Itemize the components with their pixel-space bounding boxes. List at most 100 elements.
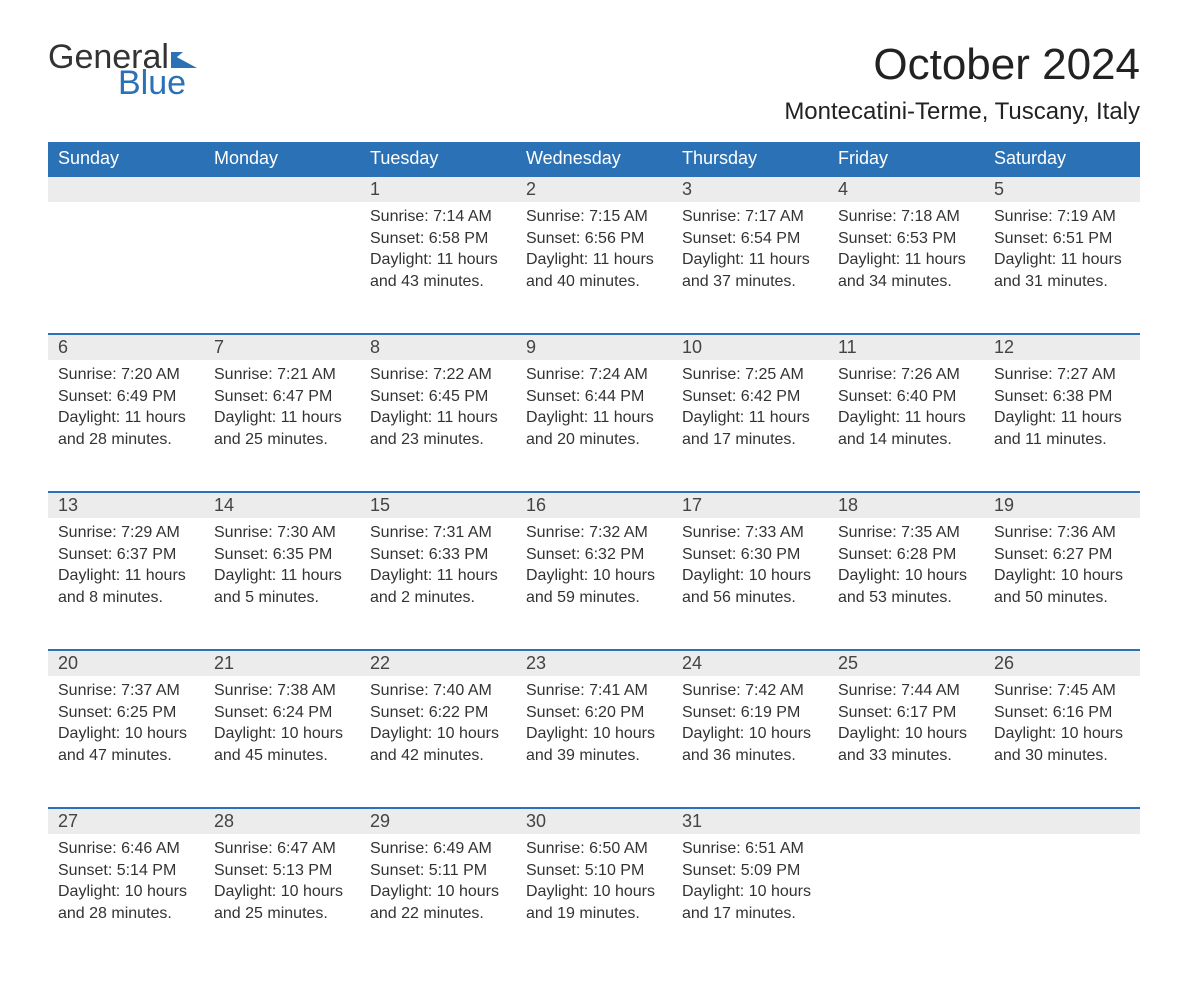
- day-cell: Sunrise: 7:27 AMSunset: 6:38 PMDaylight:…: [984, 360, 1140, 492]
- day-number: 2: [516, 176, 672, 202]
- day-number: 12: [984, 334, 1140, 360]
- day-number: 25: [828, 650, 984, 676]
- day-cell: Sunrise: 6:50 AMSunset: 5:10 PMDaylight:…: [516, 834, 672, 966]
- day-line: Sunrise: 7:17 AM: [682, 206, 818, 228]
- day-cell: Sunrise: 7:45 AMSunset: 6:16 PMDaylight:…: [984, 676, 1140, 808]
- day-line: Sunrise: 7:40 AM: [370, 680, 506, 702]
- empty-cell: [828, 834, 984, 966]
- day-line: Sunset: 6:33 PM: [370, 544, 506, 566]
- day-line: Sunrise: 7:35 AM: [838, 522, 974, 544]
- day-line: Sunset: 6:25 PM: [58, 702, 194, 724]
- day-number: 17: [672, 492, 828, 518]
- empty-cell: [828, 808, 984, 834]
- day-cell: Sunrise: 7:42 AMSunset: 6:19 PMDaylight:…: [672, 676, 828, 808]
- day-line: Sunset: 6:44 PM: [526, 386, 662, 408]
- day-line: Sunrise: 7:45 AM: [994, 680, 1130, 702]
- day-cell: Sunrise: 7:20 AMSunset: 6:49 PMDaylight:…: [48, 360, 204, 492]
- day-line: Sunrise: 7:42 AM: [682, 680, 818, 702]
- day-number: 23: [516, 650, 672, 676]
- day-number: 16: [516, 492, 672, 518]
- day-cell: Sunrise: 7:35 AMSunset: 6:28 PMDaylight:…: [828, 518, 984, 650]
- day-line: Sunset: 6:20 PM: [526, 702, 662, 724]
- weekday-header: Monday: [204, 142, 360, 176]
- day-number: 26: [984, 650, 1140, 676]
- day-line: Sunrise: 6:49 AM: [370, 838, 506, 860]
- day-line: Sunset: 6:49 PM: [58, 386, 194, 408]
- day-line: Daylight: 11 hours and 14 minutes.: [838, 407, 974, 450]
- day-line: Daylight: 11 hours and 8 minutes.: [58, 565, 194, 608]
- day-cell: Sunrise: 7:15 AMSunset: 6:56 PMDaylight:…: [516, 202, 672, 334]
- day-number: 19: [984, 492, 1140, 518]
- weekday-header: Thursday: [672, 142, 828, 176]
- empty-cell: [984, 834, 1140, 966]
- day-cell: Sunrise: 7:17 AMSunset: 6:54 PMDaylight:…: [672, 202, 828, 334]
- day-line: Sunset: 6:35 PM: [214, 544, 350, 566]
- day-line: Sunset: 6:56 PM: [526, 228, 662, 250]
- day-cell: Sunrise: 7:24 AMSunset: 6:44 PMDaylight:…: [516, 360, 672, 492]
- day-line: Daylight: 11 hours and 25 minutes.: [214, 407, 350, 450]
- location: Montecatini-Terme, Tuscany, Italy: [784, 98, 1140, 126]
- day-line: Sunset: 6:16 PM: [994, 702, 1130, 724]
- day-cell: Sunrise: 7:33 AMSunset: 6:30 PMDaylight:…: [672, 518, 828, 650]
- day-line: Sunrise: 7:18 AM: [838, 206, 974, 228]
- day-line: Daylight: 10 hours and 47 minutes.: [58, 723, 194, 766]
- day-line: Daylight: 10 hours and 59 minutes.: [526, 565, 662, 608]
- day-number: 6: [48, 334, 204, 360]
- day-cell: Sunrise: 7:19 AMSunset: 6:51 PMDaylight:…: [984, 202, 1140, 334]
- day-line: Sunrise: 7:29 AM: [58, 522, 194, 544]
- day-number: 15: [360, 492, 516, 518]
- day-line: Daylight: 10 hours and 39 minutes.: [526, 723, 662, 766]
- weekday-header-row: SundayMondayTuesdayWednesdayThursdayFrid…: [48, 142, 1140, 176]
- day-number-row: 2728293031: [48, 808, 1140, 834]
- logo: General Blue: [48, 40, 197, 100]
- day-line: Sunset: 6:53 PM: [838, 228, 974, 250]
- day-number: 21: [204, 650, 360, 676]
- day-line: Sunrise: 7:37 AM: [58, 680, 194, 702]
- day-line: Sunrise: 7:15 AM: [526, 206, 662, 228]
- day-line: Daylight: 11 hours and 5 minutes.: [214, 565, 350, 608]
- day-number: 9: [516, 334, 672, 360]
- day-line: Sunrise: 7:20 AM: [58, 364, 194, 386]
- day-line: Daylight: 11 hours and 2 minutes.: [370, 565, 506, 608]
- day-line: Daylight: 10 hours and 42 minutes.: [370, 723, 506, 766]
- day-line: Sunset: 6:42 PM: [682, 386, 818, 408]
- day-cell: Sunrise: 7:25 AMSunset: 6:42 PMDaylight:…: [672, 360, 828, 492]
- day-line: Sunrise: 7:21 AM: [214, 364, 350, 386]
- day-cell: Sunrise: 6:46 AMSunset: 5:14 PMDaylight:…: [48, 834, 204, 966]
- day-cell: Sunrise: 7:26 AMSunset: 6:40 PMDaylight:…: [828, 360, 984, 492]
- day-cell: Sunrise: 7:29 AMSunset: 6:37 PMDaylight:…: [48, 518, 204, 650]
- day-line: Sunset: 5:11 PM: [370, 860, 506, 882]
- logo-text-blue: Blue: [118, 66, 197, 100]
- day-line: Sunrise: 7:41 AM: [526, 680, 662, 702]
- day-line: Sunrise: 7:22 AM: [370, 364, 506, 386]
- day-line: Sunrise: 7:33 AM: [682, 522, 818, 544]
- day-line: Sunset: 5:10 PM: [526, 860, 662, 882]
- day-line: Daylight: 10 hours and 45 minutes.: [214, 723, 350, 766]
- day-line: Daylight: 10 hours and 36 minutes.: [682, 723, 818, 766]
- day-line: Daylight: 11 hours and 11 minutes.: [994, 407, 1130, 450]
- day-cell: Sunrise: 7:37 AMSunset: 6:25 PMDaylight:…: [48, 676, 204, 808]
- day-body-row: Sunrise: 6:46 AMSunset: 5:14 PMDaylight:…: [48, 834, 1140, 966]
- day-line: Sunrise: 7:26 AM: [838, 364, 974, 386]
- day-line: Sunset: 6:45 PM: [370, 386, 506, 408]
- day-line: Daylight: 11 hours and 34 minutes.: [838, 249, 974, 292]
- day-line: Daylight: 11 hours and 37 minutes.: [682, 249, 818, 292]
- day-line: Sunrise: 7:19 AM: [994, 206, 1130, 228]
- day-number-row: 6789101112: [48, 334, 1140, 360]
- weekday-header: Sunday: [48, 142, 204, 176]
- month-title: October 2024: [784, 40, 1140, 90]
- day-line: Daylight: 10 hours and 53 minutes.: [838, 565, 974, 608]
- day-number: 30: [516, 808, 672, 834]
- weekday-header: Friday: [828, 142, 984, 176]
- day-cell: Sunrise: 7:14 AMSunset: 6:58 PMDaylight:…: [360, 202, 516, 334]
- day-number: 1: [360, 176, 516, 202]
- day-line: Sunrise: 7:24 AM: [526, 364, 662, 386]
- day-line: Sunrise: 7:31 AM: [370, 522, 506, 544]
- day-cell: Sunrise: 7:44 AMSunset: 6:17 PMDaylight:…: [828, 676, 984, 808]
- day-number: 28: [204, 808, 360, 834]
- day-line: Sunrise: 7:30 AM: [214, 522, 350, 544]
- day-number: 13: [48, 492, 204, 518]
- day-line: Sunset: 5:14 PM: [58, 860, 194, 882]
- day-line: Daylight: 10 hours and 56 minutes.: [682, 565, 818, 608]
- day-number-row: 20212223242526: [48, 650, 1140, 676]
